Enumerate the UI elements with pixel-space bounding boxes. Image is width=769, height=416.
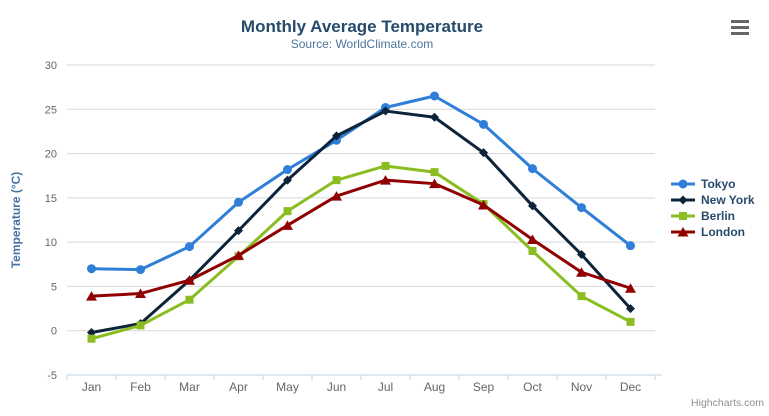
axis-lines	[66, 374, 662, 380]
legend-item-london[interactable]: London	[670, 224, 755, 240]
series-new-york[interactable]	[87, 106, 635, 337]
svg-text:-5: -5	[47, 370, 57, 382]
export-menu-button[interactable]	[731, 20, 749, 38]
legend-label: Berlin	[701, 209, 736, 223]
hamburger-icon	[731, 20, 749, 23]
svg-text:20: 20	[45, 149, 57, 161]
y-axis-title: Temperature (°C)	[9, 172, 23, 269]
legend-label: Tokyo	[701, 177, 736, 191]
chart-subtitle: Source: WorldClimate.com	[291, 37, 434, 51]
y-axis-labels: -5 0 5 10 15 20 25 30	[45, 60, 57, 382]
svg-text:30: 30	[45, 60, 57, 72]
chart-title: Monthly Average Temperature	[241, 17, 483, 36]
svg-text:Feb: Feb	[130, 380, 151, 394]
berlin-series-marker	[671, 212, 695, 220]
svg-text:Mar: Mar	[179, 380, 200, 394]
legend-label: London	[701, 225, 745, 239]
series-group	[86, 91, 636, 343]
london-series-marker	[671, 227, 695, 237]
svg-text:Jul: Jul	[378, 380, 393, 394]
series-london[interactable]	[86, 175, 636, 301]
svg-text:0: 0	[51, 326, 57, 338]
svg-text:15: 15	[45, 193, 57, 205]
x-axis-labels: Jan Feb Mar Apr May Jun Jul Aug Sep Oct Nov Dec	[82, 380, 641, 394]
svg-text:Jun: Jun	[327, 380, 346, 394]
legend-item-tokyo[interactable]: Tokyo	[670, 176, 755, 192]
svg-text:Dec: Dec	[620, 380, 641, 394]
svg-text:Nov: Nov	[571, 380, 592, 394]
legend-item-new-york[interactable]: New York	[670, 192, 755, 208]
tokyo-series-marker	[671, 179, 695, 189]
legend-label: New York	[701, 193, 755, 207]
svg-text:Sep: Sep	[473, 380, 495, 394]
svg-text:10: 10	[45, 237, 57, 249]
svg-text:Aug: Aug	[424, 380, 445, 394]
svg-text:Jan: Jan	[82, 380, 101, 394]
series-tokyo[interactable]	[87, 91, 635, 275]
new-york-series-marker	[671, 195, 695, 205]
legend: Tokyo New York Berlin London	[670, 176, 755, 240]
svg-text:Apr: Apr	[229, 380, 248, 394]
credits-link[interactable]: Highcharts.com	[691, 397, 764, 409]
svg-text:May: May	[276, 380, 299, 394]
svg-text:5: 5	[51, 281, 57, 293]
svg-text:Oct: Oct	[523, 380, 542, 394]
legend-item-berlin[interactable]: Berlin	[670, 208, 755, 224]
svg-text:25: 25	[45, 104, 57, 116]
